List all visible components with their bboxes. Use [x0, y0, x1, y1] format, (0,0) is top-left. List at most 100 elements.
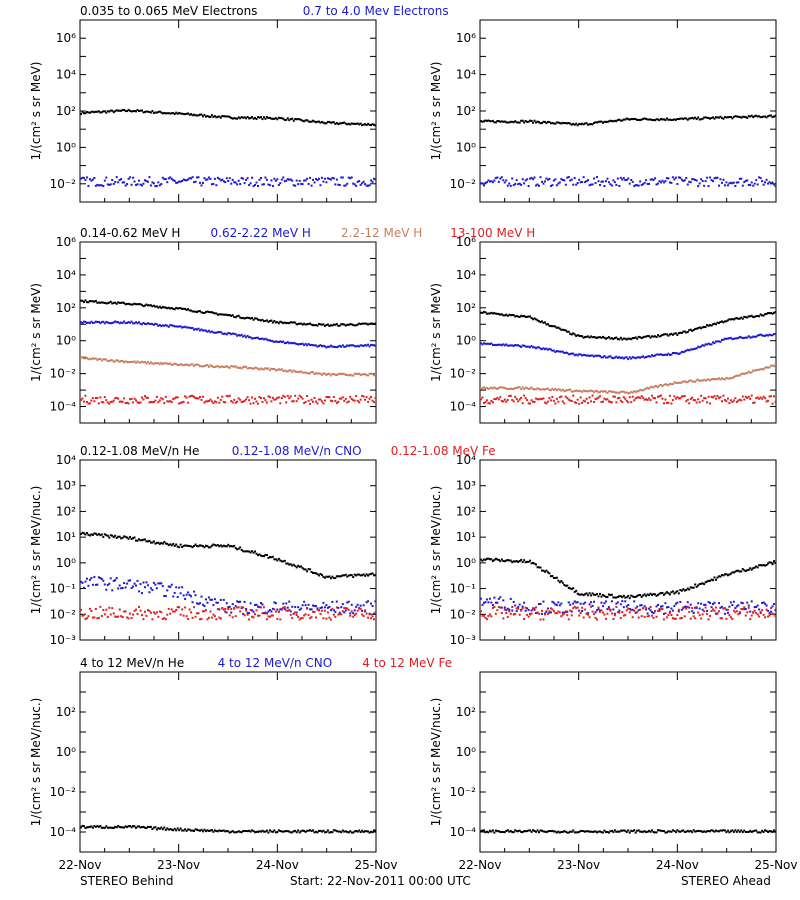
data-point	[288, 322, 291, 325]
data-point	[652, 397, 655, 400]
data-point	[170, 177, 173, 180]
data-point	[341, 372, 344, 375]
data-point	[221, 829, 224, 832]
data-point	[671, 383, 674, 386]
data-point	[640, 395, 643, 398]
data-point	[130, 586, 133, 589]
data-point	[362, 604, 365, 607]
data-point	[576, 606, 579, 609]
data-point	[746, 569, 749, 572]
data-point	[512, 344, 515, 347]
data-point	[248, 117, 251, 120]
data-point	[715, 116, 718, 119]
data-point	[523, 314, 526, 317]
data-point	[694, 583, 697, 586]
data-point	[277, 368, 280, 371]
data-point	[746, 316, 749, 319]
data-point	[515, 559, 518, 562]
data-point	[753, 115, 756, 118]
data-point	[207, 176, 210, 179]
data-point	[520, 345, 523, 348]
data-point	[740, 829, 743, 832]
data-point	[551, 184, 554, 187]
data-point	[665, 177, 668, 180]
data-point	[273, 608, 276, 611]
data-point	[515, 607, 518, 610]
data-point	[506, 387, 509, 390]
data-point	[744, 608, 747, 611]
data-point	[265, 829, 268, 832]
data-point	[268, 320, 271, 323]
data-point	[283, 180, 286, 183]
data-point	[767, 115, 770, 118]
data-point	[606, 398, 609, 401]
data-point	[184, 113, 187, 116]
data-point	[734, 570, 737, 573]
data-point	[723, 398, 726, 401]
data-point	[130, 537, 133, 540]
data-point	[271, 368, 274, 371]
data-point	[335, 575, 338, 578]
data-point	[710, 179, 713, 182]
data-point	[749, 618, 752, 621]
data-point	[771, 334, 774, 337]
data-point	[273, 558, 276, 561]
data-point	[328, 616, 331, 619]
data-point	[233, 607, 236, 610]
data-point	[197, 327, 200, 330]
data-point	[655, 118, 658, 121]
data-point	[184, 606, 187, 609]
data-point	[200, 595, 203, 598]
data-point	[371, 605, 374, 608]
data-point	[765, 563, 768, 566]
data-point	[212, 402, 215, 405]
data-point	[750, 830, 753, 833]
data-point	[88, 402, 91, 405]
data-point	[594, 121, 597, 124]
data-point	[570, 333, 573, 336]
data-point	[346, 401, 349, 404]
data-point	[283, 607, 286, 610]
data-point	[706, 343, 709, 346]
data-point	[631, 595, 634, 598]
legend-entry: 0.12-1.08 MeV Fe	[391, 444, 496, 458]
data-point	[725, 376, 728, 379]
data-point	[191, 546, 194, 549]
data-point	[124, 535, 127, 538]
data-point	[694, 347, 697, 350]
data-point	[163, 324, 166, 327]
data-point	[637, 594, 640, 597]
data-point	[540, 388, 543, 391]
data-point	[258, 396, 261, 399]
data-point	[552, 830, 555, 833]
data-point	[542, 830, 545, 833]
data-point	[703, 830, 706, 833]
data-point	[207, 596, 210, 599]
data-point	[762, 183, 765, 186]
data-point	[245, 607, 248, 610]
data-point	[679, 397, 682, 400]
data-point	[127, 579, 130, 582]
data-point	[103, 322, 106, 325]
data-point	[121, 587, 124, 590]
data-point	[196, 828, 199, 831]
data-point	[576, 592, 579, 595]
data-point	[609, 119, 612, 122]
data-point	[320, 400, 323, 403]
data-point	[710, 606, 713, 609]
data-point	[169, 112, 172, 115]
data-point	[709, 402, 712, 405]
data-point	[343, 399, 346, 402]
data-point	[138, 179, 141, 182]
data-point	[523, 121, 526, 124]
data-point	[502, 314, 505, 317]
data-point	[167, 306, 170, 309]
data-point	[133, 109, 136, 112]
data-point	[674, 591, 677, 594]
data-point	[682, 380, 685, 383]
data-point	[698, 346, 701, 349]
data-point	[334, 183, 337, 186]
data-point	[640, 615, 643, 618]
data-point	[338, 122, 341, 125]
